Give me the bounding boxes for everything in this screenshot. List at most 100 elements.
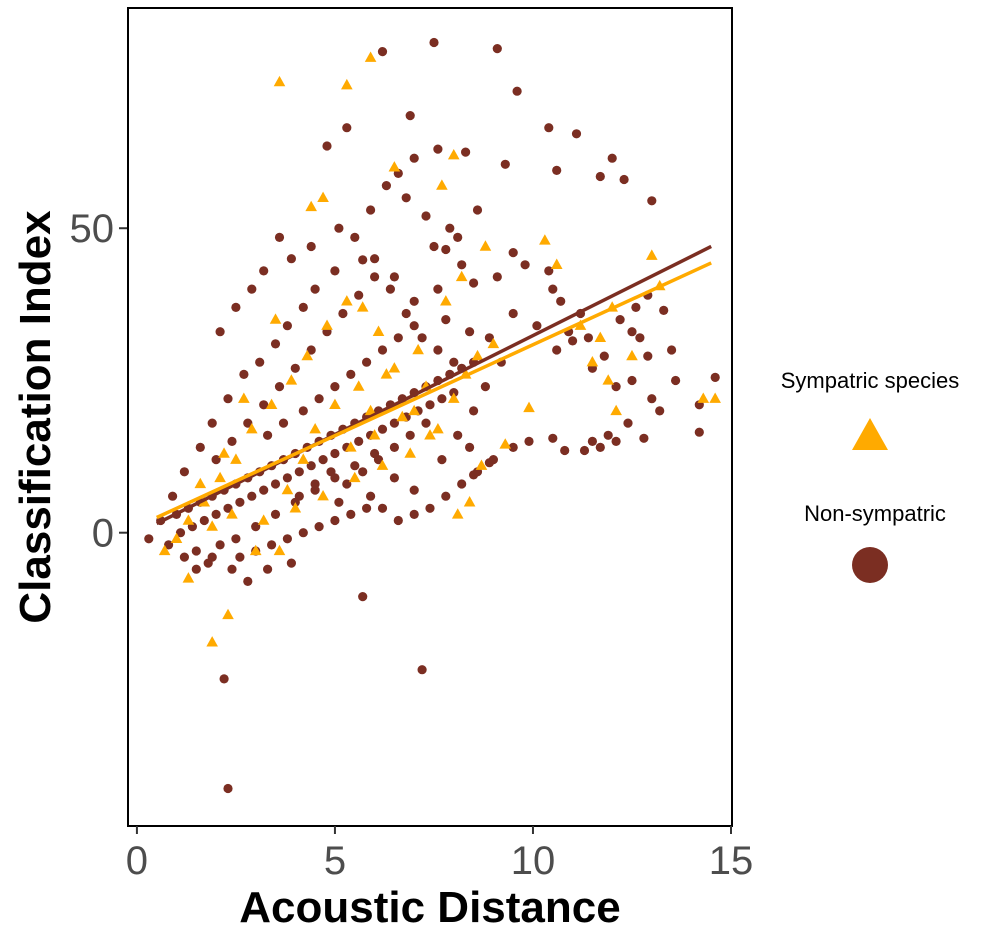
point-sympatric (289, 502, 302, 513)
point-non-sympatric (314, 394, 324, 404)
point-sympatric (594, 331, 607, 343)
point-non-sympatric (231, 534, 241, 544)
point-sympatric (626, 349, 638, 361)
y-axis-title: Classification Index (11, 210, 60, 624)
point-sympatric (602, 374, 615, 385)
point-non-sympatric (508, 442, 518, 452)
plot-panel-border (127, 7, 733, 827)
point-non-sympatric (247, 491, 257, 501)
point-sympatric (440, 295, 452, 306)
point-sympatric (408, 404, 420, 416)
point-sympatric (424, 429, 436, 440)
point-sympatric (356, 301, 369, 312)
point-non-sympatric (211, 509, 221, 519)
point-sympatric (249, 544, 262, 556)
point-non-sympatric (393, 333, 403, 343)
point-non-sympatric (643, 351, 653, 361)
point-sympatric (396, 410, 409, 422)
point-non-sympatric (409, 153, 419, 163)
point-non-sympatric (175, 528, 186, 538)
legend-label-non-sympatric: Non-sympatric (804, 501, 946, 526)
point-non-sympatric (362, 503, 372, 513)
point-non-sympatric (227, 564, 237, 574)
point-non-sympatric (334, 497, 344, 507)
point-non-sympatric (270, 339, 281, 349)
point-sympatric (368, 429, 381, 440)
point-non-sympatric (267, 540, 277, 550)
point-sympatric (245, 422, 258, 434)
point-non-sympatric (544, 123, 554, 133)
point-non-sympatric (409, 296, 419, 306)
point-non-sympatric (318, 455, 328, 465)
point-non-sympatric (425, 400, 435, 410)
point-non-sympatric (409, 321, 419, 331)
point-sympatric (550, 258, 563, 269)
point-non-sympatric (179, 552, 189, 562)
point-non-sympatric (667, 345, 677, 355)
point-non-sympatric (393, 515, 403, 526)
point-sympatric (388, 362, 401, 373)
point-non-sympatric (627, 327, 637, 337)
point-sympatric (499, 438, 512, 449)
point-non-sympatric (532, 321, 542, 331)
point-sympatric (388, 161, 401, 172)
point-non-sympatric (191, 546, 201, 556)
point-sympatric (586, 355, 599, 367)
point-non-sympatric (560, 445, 570, 456)
point-non-sympatric (235, 552, 245, 562)
point-non-sympatric (215, 327, 225, 337)
x-tick-label: 15 (709, 839, 754, 883)
point-non-sympatric (409, 485, 419, 495)
point-non-sympatric (465, 327, 475, 337)
point-non-sympatric (615, 315, 625, 325)
point-sympatric (317, 489, 329, 501)
point-non-sympatric (401, 193, 411, 203)
point-non-sympatric (595, 442, 605, 452)
point-non-sympatric (243, 418, 253, 428)
point-sympatric (380, 368, 393, 379)
x-tick-label: 0 (126, 839, 148, 883)
point-non-sympatric (223, 503, 233, 513)
legend-label-sympatric: Sympatric species (781, 368, 960, 393)
point-sympatric (281, 483, 294, 495)
point-non-sympatric (639, 433, 649, 443)
point-non-sympatric (255, 357, 265, 367)
point-sympatric (709, 392, 721, 403)
point-non-sympatric (401, 308, 411, 319)
point-non-sympatric (286, 558, 296, 568)
point-sympatric (463, 496, 476, 507)
y-tick-label: 50 (70, 207, 115, 251)
point-non-sympatric (405, 111, 415, 121)
point-sympatric (523, 401, 535, 413)
point-non-sympatric (259, 400, 269, 410)
point-non-sympatric (278, 418, 289, 428)
point-non-sympatric (274, 232, 285, 242)
point-non-sympatric (445, 223, 455, 233)
point-sympatric (539, 234, 551, 245)
point-non-sympatric (552, 165, 562, 175)
point-non-sympatric (330, 515, 340, 526)
point-non-sympatric (619, 174, 629, 185)
point-sympatric (404, 447, 416, 458)
point-sympatric (451, 508, 464, 519)
point-non-sympatric (243, 576, 253, 587)
point-non-sympatric (346, 369, 356, 379)
point-non-sympatric (274, 382, 285, 392)
point-non-sympatric (223, 783, 233, 794)
point-non-sympatric (263, 430, 273, 440)
point-non-sympatric (465, 442, 475, 452)
legend: Sympatric species Non-sympatric (781, 368, 960, 583)
trend-line-non-sympatric (155, 244, 712, 526)
point-non-sympatric (350, 461, 360, 471)
point-non-sympatric (508, 248, 518, 258)
point-non-sympatric (310, 284, 320, 294)
point-non-sympatric (338, 308, 348, 319)
point-non-sympatric (472, 205, 483, 215)
point-non-sympatric (484, 333, 494, 343)
point-non-sympatric (199, 515, 209, 526)
point-non-sympatric (259, 266, 269, 276)
point-non-sympatric (421, 211, 431, 221)
point-non-sympatric (433, 144, 443, 154)
point-sympatric (372, 325, 385, 336)
point-non-sympatric (282, 534, 292, 544)
